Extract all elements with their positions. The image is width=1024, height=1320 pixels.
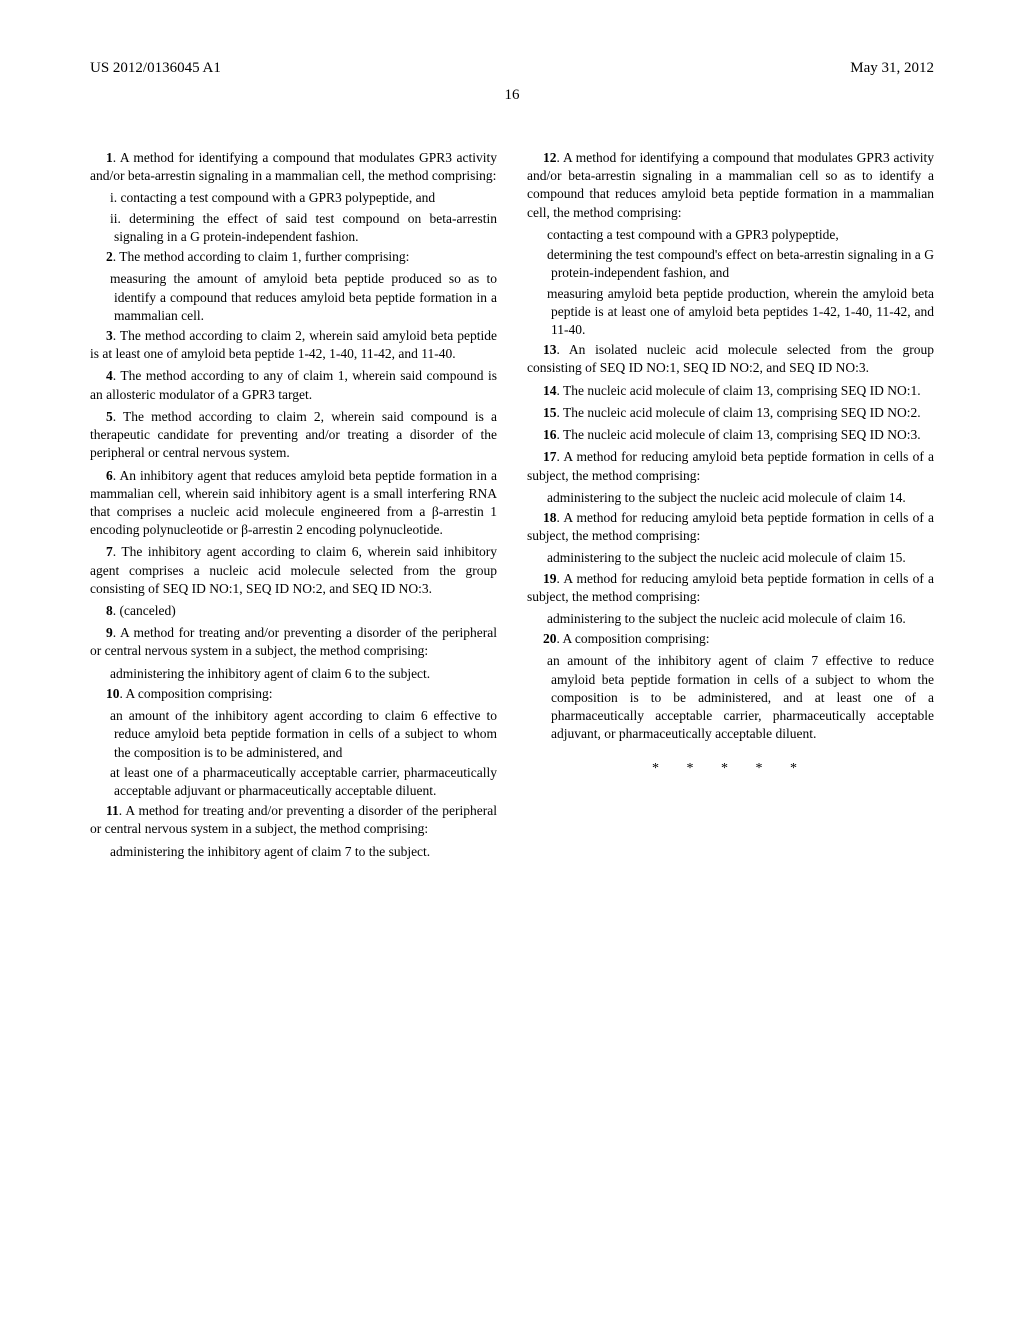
claim-10: 10. A composition comprising: (90, 685, 497, 703)
claim-text: . A composition comprising: (557, 631, 710, 646)
claim-number: 12 (543, 150, 557, 165)
claim-20: 20. A composition comprising: (527, 630, 934, 648)
claim-17: 17. A method for reducing amyloid beta p… (527, 448, 934, 484)
claim-text: . The nucleic acid molecule of claim 13,… (557, 427, 921, 442)
claim-number: 4 (106, 368, 113, 383)
claim-text: . A method for identifying a compound th… (90, 150, 497, 183)
claim-number: 7 (106, 544, 113, 559)
claim-2: 2. The method according to claim 1, furt… (90, 248, 497, 266)
claim-12-sub-c: measuring amyloid beta peptide productio… (551, 285, 934, 340)
claim-number: 18 (543, 510, 557, 525)
claim-text: . The method according to claim 2, where… (90, 328, 497, 361)
claim-text: . The nucleic acid molecule of claim 13,… (557, 383, 921, 398)
claim-20-sub: an amount of the inhibitory agent of cla… (551, 652, 934, 743)
publication-number: US 2012/0136045 A1 (90, 60, 221, 77)
claim-number: 11 (106, 803, 119, 818)
claim-19-sub: administering to the subject the nucleic… (551, 610, 934, 628)
claim-13: 13. An isolated nucleic acid molecule se… (527, 341, 934, 377)
claim-text: . The nucleic acid molecule of claim 13,… (557, 405, 921, 420)
claim-12-sub-a: contacting a test compound with a GPR3 p… (551, 226, 934, 244)
claim-text: . A method for reducing amyloid beta pep… (527, 510, 934, 543)
claim-number: 10 (106, 686, 120, 701)
claim-number: 15 (543, 405, 557, 420)
claim-number: 20 (543, 631, 557, 646)
page-header: US 2012/0136045 A1 May 31, 2012 (90, 60, 934, 77)
claim-11: 11. A method for treating and/or prevent… (90, 802, 497, 838)
claim-text: . A method for treating and/or preventin… (90, 803, 497, 836)
claim-text: . The method according to any of claim 1… (90, 368, 497, 401)
claim-text: . A method for reducing amyloid beta pep… (527, 449, 934, 482)
claim-10-sub-b: at least one of a pharmaceutically accep… (114, 764, 497, 800)
claim-12-sub-b: determining the test compound's effect o… (551, 246, 934, 282)
claim-1-sub-i: i. contacting a test compound with a GPR… (114, 189, 497, 207)
claim-number: 9 (106, 625, 113, 640)
claim-number: 2 (106, 249, 113, 264)
claim-number: 16 (543, 427, 557, 442)
claim-number: 3 (106, 328, 113, 343)
claim-5: 5. The method according to claim 2, wher… (90, 408, 497, 463)
end-of-document-marks: * * * * * (527, 760, 934, 779)
claim-number: 19 (543, 571, 557, 586)
claim-15: 15. The nucleic acid molecule of claim 1… (527, 404, 934, 422)
claim-text: . An isolated nucleic acid molecule sele… (527, 342, 934, 375)
claim-text: . The inhibitory agent according to clai… (90, 544, 497, 595)
claim-1-sub-ii: ii. determining the effect of said test … (114, 210, 497, 246)
claim-10-sub-a: an amount of the inhibitory agent accord… (114, 707, 497, 762)
claim-3: 3. The method according to claim 2, wher… (90, 327, 497, 363)
claim-text: . A method for treating and/or preventin… (90, 625, 497, 658)
claim-text: . The method according to claim 1, furth… (113, 249, 410, 264)
claim-18-sub: administering to the subject the nucleic… (551, 549, 934, 567)
claim-2-sub: measuring the amount of amyloid beta pep… (114, 270, 497, 325)
claim-number: 14 (543, 383, 557, 398)
claim-text: . (canceled) (113, 603, 176, 618)
claim-16: 16. The nucleic acid molecule of claim 1… (527, 426, 934, 444)
claim-11-sub: administering the inhibitory agent of cl… (114, 843, 497, 861)
claim-17-sub: administering to the subject the nucleic… (551, 489, 934, 507)
claim-number: 17 (543, 449, 557, 464)
two-column-body: 1. A method for identifying a compound t… (90, 149, 934, 863)
claim-number: 13 (543, 342, 557, 357)
claim-text: . A method for reducing amyloid beta pep… (527, 571, 934, 604)
claim-8: 8. (canceled) (90, 602, 497, 620)
claim-19: 19. A method for reducing amyloid beta p… (527, 570, 934, 606)
claim-number: 8 (106, 603, 113, 618)
left-column: 1. A method for identifying a compound t… (90, 149, 497, 863)
claim-number: 1 (106, 150, 113, 165)
claim-18: 18. A method for reducing amyloid beta p… (527, 509, 934, 545)
claim-9-sub: administering the inhibitory agent of cl… (114, 665, 497, 683)
claim-text: . An inhibitory agent that reduces amylo… (90, 468, 497, 538)
claim-1: 1. A method for identifying a compound t… (90, 149, 497, 185)
publication-date: May 31, 2012 (850, 60, 934, 77)
claim-14: 14. The nucleic acid molecule of claim 1… (527, 382, 934, 400)
claim-text: . A composition comprising: (120, 686, 273, 701)
claim-7: 7. The inhibitory agent according to cla… (90, 543, 497, 598)
claim-12: 12. A method for identifying a compound … (527, 149, 934, 222)
page-container: US 2012/0136045 A1 May 31, 2012 16 1. A … (0, 0, 1024, 923)
claim-4: 4. The method according to any of claim … (90, 367, 497, 403)
page-number: 16 (90, 87, 934, 104)
claim-text: . The method according to claim 2, where… (90, 409, 497, 460)
right-column: 12. A method for identifying a compound … (527, 149, 934, 863)
claim-9: 9. A method for treating and/or preventi… (90, 624, 497, 660)
claim-text: . A method for identifying a compound th… (527, 150, 934, 220)
claim-number: 5 (106, 409, 113, 424)
claim-6: 6. An inhibitory agent that reduces amyl… (90, 467, 497, 540)
claim-number: 6 (106, 468, 113, 483)
